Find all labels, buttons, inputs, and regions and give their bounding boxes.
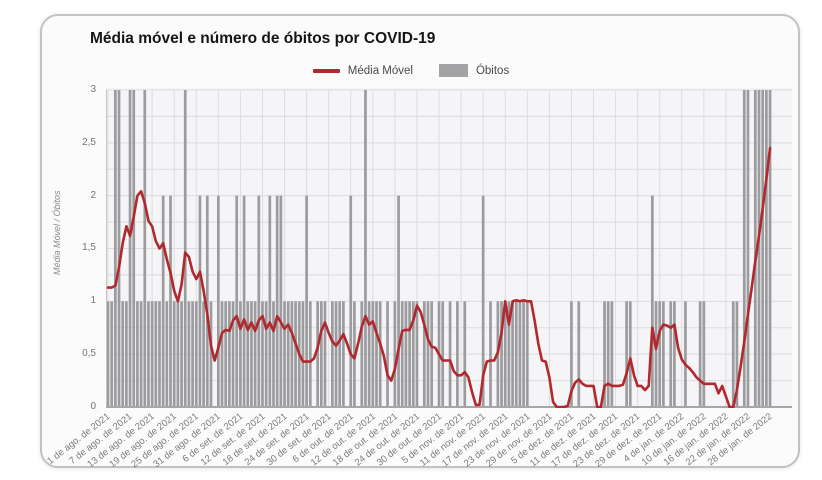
box-swatch-icon (438, 64, 468, 77)
y-tick-label: 0 (90, 401, 96, 412)
line-swatch-icon (312, 68, 340, 73)
legend-item-media-movel: Média Móvel (312, 64, 413, 77)
y-tick-label: 3 (90, 83, 96, 95)
chart-title: Média móvel e número de óbitos por COVID… (90, 30, 436, 47)
legend-label-obitos: Óbitos (475, 64, 510, 77)
y-tick-label: 2 (90, 189, 96, 201)
legend-item-obitos: Óbitos (438, 64, 510, 77)
x-tick-label: 28 de jan. de 2022 (706, 411, 775, 469)
chart-plot (106, 88, 792, 408)
y-tick-label: 1 (90, 295, 96, 307)
y-tick-label: 2,5 (82, 136, 96, 148)
y-tick-label: 1,5 (82, 242, 96, 254)
y-tick-label: 0,5 (82, 348, 96, 360)
legend: Média Móvel Óbitos (0, 64, 822, 77)
legend-label-media-movel: Média Móvel (347, 64, 413, 77)
